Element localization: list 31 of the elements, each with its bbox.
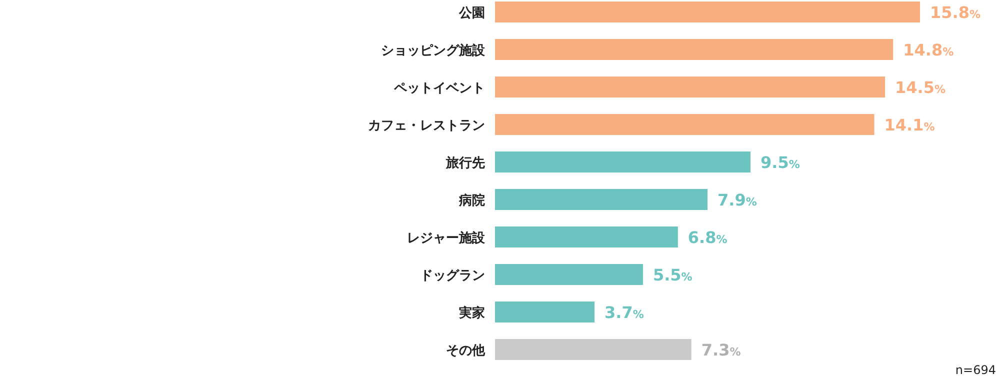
bar [495,189,708,210]
y-tick-label: 旅行先 [445,155,485,171]
y-tick-label: ショッピング施設 [381,42,486,58]
data-label: 7.9% [718,190,757,210]
data-label: 3.7% [604,303,644,322]
y-tick-label: 公園 [458,6,485,21]
data-label: 15.8% [930,3,981,22]
bar [495,226,678,248]
text: n=694 [955,363,996,377]
bar [495,339,692,360]
data-label: 9.5% [760,153,800,172]
y-tick-label: その他 [446,344,486,358]
data-label: 14.5% [895,78,946,97]
y-tick-label: ペットイベント [393,81,485,96]
bar [495,2,920,22]
bar [495,152,751,172]
y-tick-label: 実家 [458,305,485,321]
y-tick-label: カフェ・レストラン [368,118,485,134]
data-label: 5.5% [652,266,692,284]
bar [495,76,886,98]
bar [495,302,595,322]
y-tick-label: ドッグラン [420,268,485,284]
y-tick-label: 病院 [458,192,485,208]
data-label: 14.1% [884,116,935,134]
data-label: 7.3% [701,340,741,360]
bar [495,264,643,285]
data-label: 14.8% [903,40,954,60]
bar [495,39,894,60]
y-tick-label: レジャー施設 [407,230,486,246]
data-label: 6.8% [688,228,728,247]
bar [495,114,874,135]
